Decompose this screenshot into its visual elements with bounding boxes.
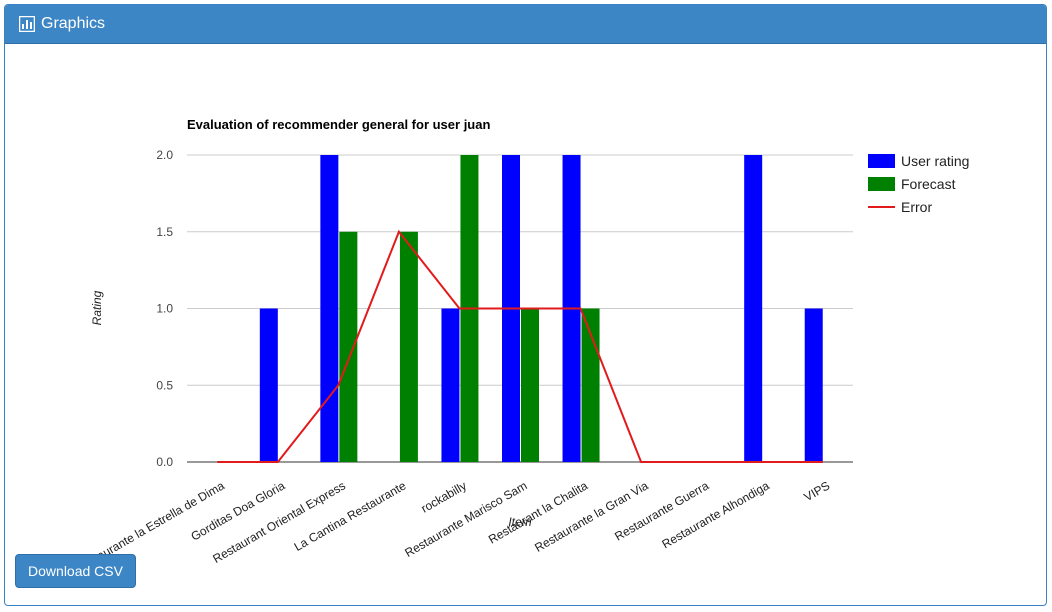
line-error [217, 229, 823, 463]
x-tick-label: Restaurante Alhondiga [660, 478, 772, 551]
legend-swatch [868, 177, 895, 191]
download-csv-button[interactable]: Download CSV [15, 554, 136, 588]
y-tick-label: 2.0 [156, 148, 173, 162]
x-tick-label: VIPS [802, 478, 833, 504]
y-axis-label: Rating [90, 290, 104, 325]
y-tick-label: 1.0 [156, 302, 173, 316]
bar-chart-icon [18, 15, 36, 33]
x-tick-label: Restaurant la Chalita [486, 478, 590, 546]
y-tick-label: 0.5 [156, 378, 173, 392]
bar-forecast [521, 308, 539, 462]
graphics-panel: Graphics [4, 4, 1047, 606]
bar-user-rating [441, 308, 460, 462]
chart-title: Evaluation of recommender general for us… [187, 117, 490, 132]
bar-user-rating [744, 155, 763, 462]
bar-forecast [399, 231, 418, 462]
panel-heading: Graphics [5, 5, 1046, 44]
legend-swatch [868, 154, 895, 168]
legend-label: User rating [901, 153, 969, 169]
legend-label: Forecast [901, 176, 956, 192]
x-tick-label: Restaurante la Gran Via [532, 478, 651, 555]
bar-forecast [339, 231, 358, 462]
bar-user-rating [259, 308, 278, 462]
x-axis-label: Item [508, 515, 531, 529]
bar-user-rating [320, 155, 339, 462]
y-tick-label: 1.5 [156, 225, 173, 239]
panel-title: Graphics [41, 15, 106, 32]
x-tick-label: rockabilly [419, 478, 469, 515]
legend-label: Error [901, 199, 932, 215]
bar-user-rating [804, 308, 823, 462]
y-tick-label: 0.0 [156, 455, 173, 469]
x-tick-label: La Cantina Restaurante [292, 478, 409, 554]
